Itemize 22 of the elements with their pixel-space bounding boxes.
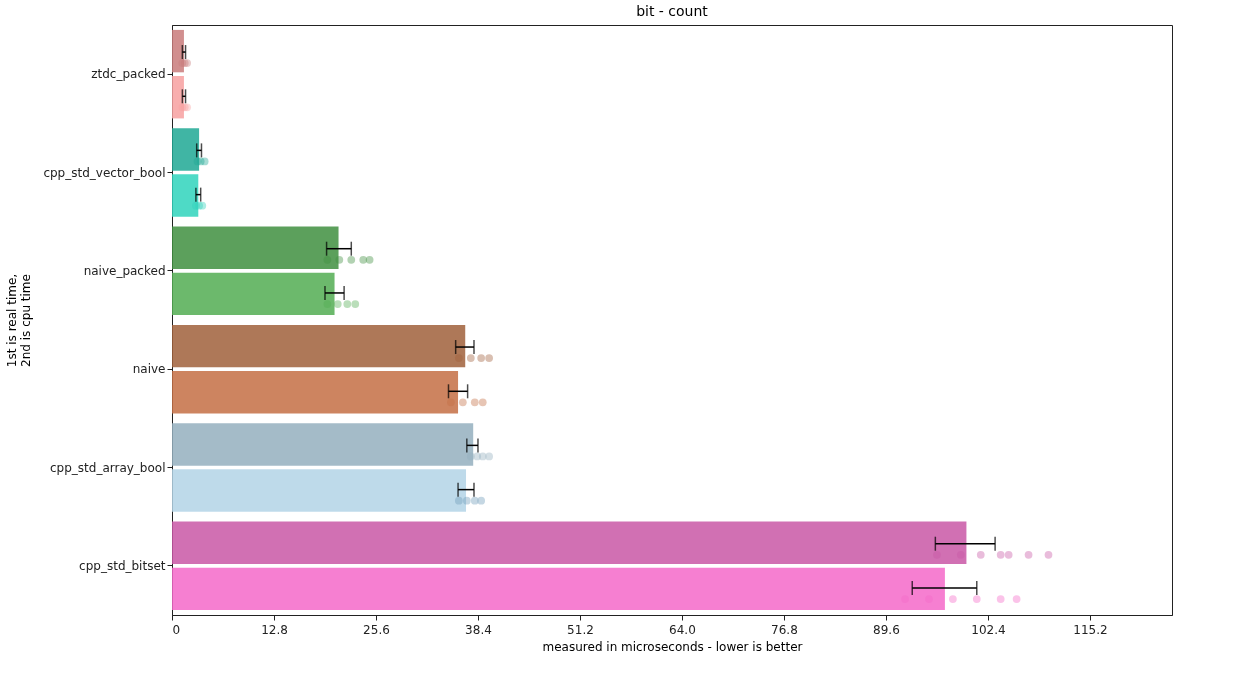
x-axis-title: measured in microseconds - lower is better <box>542 639 803 654</box>
bar <box>172 469 467 512</box>
x-tick-label: 64.0 <box>669 622 696 637</box>
y-tick-label: naive <box>132 362 166 377</box>
y-axis-title: 1st is real time, 2nd is cpu time <box>5 273 34 368</box>
chart-title: bit - count <box>636 3 709 19</box>
x-tick-label: 115.2 <box>1073 622 1108 637</box>
y-tick-label: cpp_std_vector_bool <box>43 165 166 180</box>
x-tick-label: 38.4 <box>465 622 492 637</box>
x-tick-label: 102.4 <box>971 622 1006 637</box>
x-tick-label: 89.6 <box>873 622 900 637</box>
y-tick-label: ztdc_packed <box>91 67 166 82</box>
bar <box>172 521 967 564</box>
x-tick-label: 0 <box>172 622 181 637</box>
x-tick-label: 51.2 <box>567 622 594 637</box>
y-tick-label: cpp_std_array_bool <box>49 460 166 475</box>
bar <box>172 567 945 611</box>
y-tick-label: cpp_std_bitset <box>79 558 166 573</box>
x-tick-label: 12.8 <box>261 622 288 637</box>
x-tick-label: 25.6 <box>363 622 390 637</box>
y-tick-label: naive_packed <box>83 263 166 278</box>
x-tick-label: 76.8 <box>771 622 798 637</box>
